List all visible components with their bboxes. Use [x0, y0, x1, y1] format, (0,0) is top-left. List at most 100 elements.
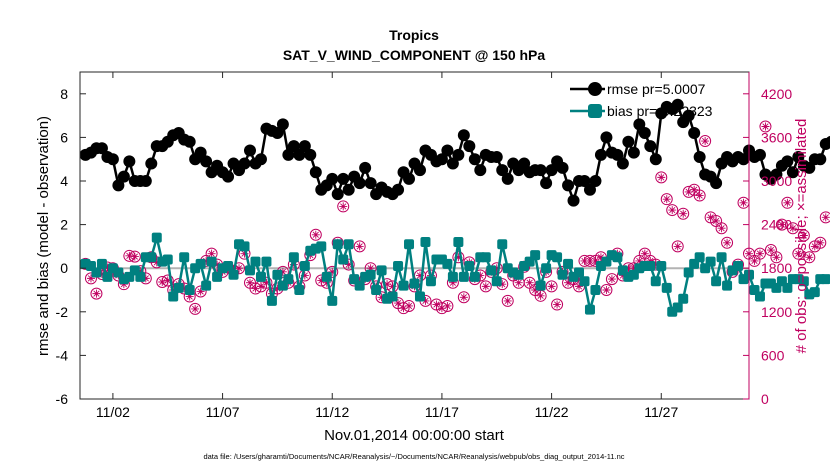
obs-count-point: [803, 251, 816, 264]
rmse-point: [413, 164, 426, 177]
obs-point-circle: [309, 228, 322, 241]
obs-count-point: [551, 298, 564, 311]
obs-point-asterisk: [662, 195, 671, 204]
bias-point: [661, 282, 672, 293]
rmse-point: [276, 118, 289, 131]
obs-point-circle: [128, 250, 141, 263]
obs-point-asterisk: [191, 304, 200, 313]
bias-point: [733, 261, 744, 272]
bias-point: [168, 291, 179, 302]
obs-count-point: [128, 250, 141, 263]
rmse-point: [282, 148, 295, 161]
obs-count-point: [737, 196, 750, 209]
obs-point-circle: [479, 280, 492, 293]
rmse-point: [337, 172, 350, 185]
obs-point-asterisk: [657, 173, 666, 182]
rmse-point: [622, 135, 635, 148]
bias-point: [393, 261, 404, 272]
bias-point: [711, 276, 722, 287]
rmse-point: [594, 148, 607, 161]
legend-bias-marker: [588, 104, 602, 118]
obs-point-asterisk: [97, 270, 106, 279]
rmse-point: [254, 153, 267, 166]
bias-point: [102, 271, 113, 282]
obs-count-point: [770, 251, 783, 264]
bias-point: [497, 239, 508, 250]
y-tick-label: -4: [56, 347, 69, 363]
y-tick-label: 2: [60, 217, 68, 233]
obs-count-point: [781, 196, 794, 209]
rmse-point: [298, 140, 311, 153]
bias-point: [458, 271, 469, 282]
obs-point-circle: [337, 200, 350, 213]
obs-count-point: [545, 280, 558, 293]
bias-point: [91, 267, 102, 278]
rmse-point: [710, 177, 723, 190]
rmse-point: [359, 161, 372, 174]
bias-point: [244, 265, 255, 276]
obs-point-asterisk: [355, 242, 364, 251]
bias-point: [354, 280, 365, 291]
bias-point: [683, 267, 694, 278]
obs-point-circle: [770, 251, 783, 264]
obs-point-asterisk: [525, 278, 534, 287]
rmse-point: [183, 135, 196, 148]
rmse-point: [117, 170, 130, 183]
bias-point: [447, 271, 458, 282]
rmse-point: [616, 157, 629, 170]
plot-area: [80, 72, 749, 399]
x-tick-label: 11/12: [315, 404, 349, 420]
obs-count-point: [337, 200, 350, 213]
obs-point-asterisk: [213, 260, 222, 269]
obs-point-circle: [194, 285, 207, 298]
bias-point: [294, 285, 305, 295]
rmse-point: [534, 164, 547, 177]
obs-point-asterisk: [712, 216, 721, 225]
obs-count-point: [452, 251, 465, 264]
obs-point-circle: [753, 247, 766, 260]
bias-series: [80, 232, 830, 317]
obs-count-point: [786, 222, 799, 235]
obs-point-circle: [501, 294, 514, 307]
obs-point-asterisk: [629, 264, 638, 273]
obs-count-point: [797, 229, 810, 242]
obs-count-point: [748, 254, 761, 267]
obs-count-point: [764, 244, 777, 257]
obs-count-point: [501, 294, 514, 307]
bias-point: [420, 237, 431, 248]
obs-point-circle: [545, 280, 558, 293]
obs-point-asterisk: [761, 122, 770, 131]
obs-point-circle: [699, 135, 712, 148]
bias-point: [563, 258, 574, 269]
rmse-point: [243, 144, 256, 157]
obs-count-point: [775, 218, 788, 231]
bias-point: [694, 252, 705, 263]
rmse-point: [468, 153, 481, 166]
obs-point-asterisk: [607, 275, 616, 284]
rmse-point: [545, 164, 558, 177]
y-right-axis-label: # of obs: o=possible; ×=assimilated: [793, 119, 810, 354]
obs-point-asterisk: [646, 256, 655, 265]
obs-point-asterisk: [163, 276, 172, 285]
obs-point-asterisk: [448, 278, 457, 287]
obs-point-asterisk: [640, 249, 649, 258]
obs-point-circle: [84, 272, 97, 285]
obs-point-asterisk: [673, 242, 682, 251]
obs-point-circle: [605, 273, 618, 286]
obs-count-point: [721, 236, 734, 249]
data-file-footnote: data file: /Users/gharamti/Documents/NCA…: [203, 452, 624, 461]
y-right-tick-label: 4200: [761, 86, 792, 102]
obs-point-asterisk: [514, 278, 523, 287]
rmse-point: [786, 166, 799, 179]
obs-point-asterisk: [706, 213, 715, 222]
obs-point-circle: [786, 222, 799, 235]
obs-count-point: [523, 276, 536, 289]
bias-point: [820, 274, 830, 285]
obs-point-asterisk: [821, 213, 830, 222]
obs-point-asterisk: [273, 284, 282, 293]
bias-point: [228, 269, 239, 280]
rmse-point: [671, 98, 684, 111]
obs-point-asterisk: [799, 231, 808, 240]
obs-point-asterisk: [755, 249, 764, 258]
